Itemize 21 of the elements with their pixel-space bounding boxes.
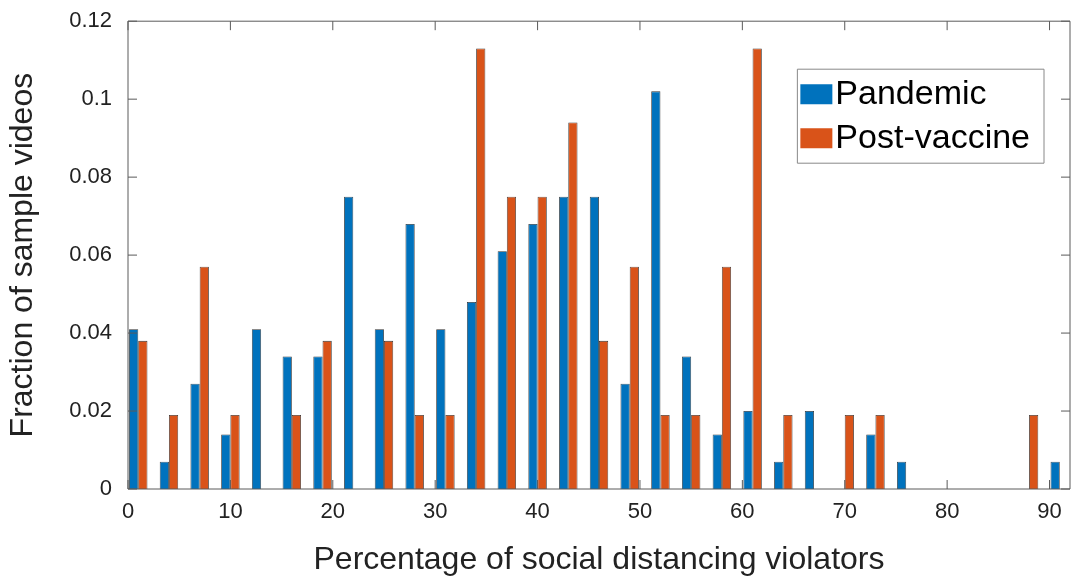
x-tick-label: 90: [1037, 498, 1062, 524]
y-tick-label: 0.02: [69, 397, 112, 423]
x-tick-label: 0: [121, 498, 135, 524]
x-tick-label: 10: [218, 498, 243, 524]
y-tick-label: 0.12: [69, 7, 112, 33]
x-tick-label: 20: [320, 498, 346, 524]
y-axis-title: Fraction of sample videos: [3, 72, 40, 438]
y-tick-label: 0.06: [69, 241, 112, 267]
y-tick-label: 0.1: [81, 85, 112, 111]
legend-label: Post-vaccine: [835, 116, 1030, 155]
x-tick-label: 30: [422, 498, 448, 524]
x-tick-label: 60: [730, 498, 755, 524]
x-tick-label: 50: [627, 498, 653, 524]
legend-label: Pandemic: [835, 72, 987, 111]
y-tick-label: 0.08: [69, 163, 112, 189]
x-axis-title: Percentage of social distancing violators: [313, 539, 885, 576]
y-tick-label: 0: [99, 475, 112, 501]
x-tick-label: 80: [934, 498, 960, 524]
x-tick-label: 40: [525, 498, 550, 524]
x-tick-label: 70: [832, 498, 857, 524]
y-tick-label: 0.04: [69, 319, 112, 345]
